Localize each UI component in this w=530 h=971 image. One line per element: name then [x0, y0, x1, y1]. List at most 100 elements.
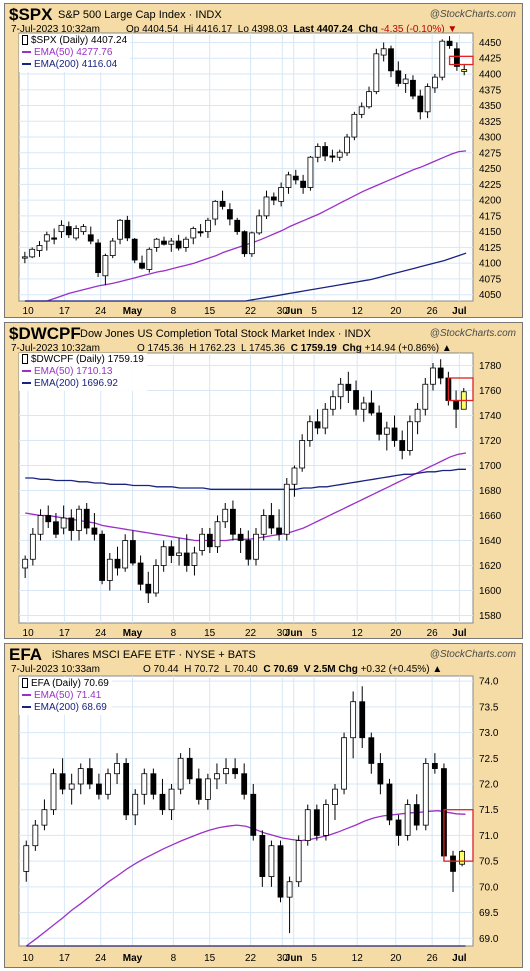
- candle: [183, 236, 189, 252]
- y-tick-label: 1720: [479, 436, 502, 447]
- candle: [230, 500, 236, 541]
- candle: [341, 732, 347, 795]
- candle: [304, 804, 311, 846]
- candle: [96, 773, 102, 800]
- x-tick-label: Jul: [452, 628, 467, 639]
- date-line: 7-Jul-2023 10:33am: [11, 664, 100, 675]
- plot-area: [18, 352, 474, 624]
- y-tick-label: 1620: [479, 561, 502, 572]
- candle: [132, 789, 139, 826]
- price-chart: 4450 4425 4400 4375 4350 4325 4300 4275 4250 4225…: [18, 32, 502, 317]
- candle: [222, 503, 229, 528]
- x-tick-label: 15: [204, 306, 216, 317]
- candle: [446, 36, 453, 49]
- y-tick-label: 1680: [479, 486, 502, 497]
- candle: [386, 778, 393, 826]
- y-tick-label: 1640: [479, 536, 502, 547]
- y-tick-label: 1780: [479, 361, 502, 372]
- candle: [175, 234, 182, 251]
- candle: [422, 758, 429, 831]
- x-tick-label: 10: [23, 953, 35, 964]
- x-tick-label: 22: [245, 306, 257, 317]
- candle: [45, 505, 52, 528]
- legend-ema50-label: EMA(50) 1710.13: [34, 366, 113, 377]
- y-tick-label: 4375: [479, 85, 502, 96]
- x-tick-label: 20: [390, 306, 402, 317]
- dwcpf-chart-panel: $DWCPF Dow Jones US Completion Total Sto…: [4, 322, 523, 639]
- candle: [29, 528, 36, 566]
- candle: [368, 732, 375, 774]
- candle: [168, 784, 175, 820]
- candle: [29, 247, 36, 259]
- highlight-box: [443, 809, 474, 862]
- candle: [102, 253, 109, 286]
- candle: [241, 763, 248, 800]
- candle: [306, 415, 313, 447]
- candle: [268, 503, 275, 535]
- quote-last: C 70.69: [263, 664, 299, 675]
- y-tick-label: 4150: [479, 227, 502, 238]
- candle: [76, 505, 82, 541]
- y-tick-label: 4100: [479, 259, 502, 270]
- candle: [377, 753, 384, 795]
- y-tick-label: 73.0: [479, 728, 499, 739]
- candle: [307, 155, 314, 191]
- candle: [322, 403, 329, 435]
- candle: [351, 111, 358, 141]
- candle: [83, 503, 90, 535]
- x-tick-label: 30: [277, 628, 289, 639]
- x-tick-label: 8: [171, 953, 177, 964]
- candle: [141, 768, 148, 805]
- y-tick-label: 73.5: [479, 702, 499, 713]
- candle: [21, 251, 28, 264]
- candle: [204, 773, 211, 810]
- candle: [177, 753, 184, 795]
- candle: [253, 528, 259, 566]
- candle: [105, 768, 111, 800]
- ema200-line: [25, 468, 466, 490]
- candle: [437, 359, 444, 385]
- candle: [146, 247, 153, 273]
- candle: [276, 509, 282, 541]
- x-tick-label: 12: [352, 953, 364, 964]
- legend-main: EFA (Daily) 70.69: [22, 678, 109, 690]
- x-tick-label: 5: [311, 306, 317, 317]
- candle: [197, 224, 204, 237]
- chart-legend: EFA (Daily) 70.69 EMA(50) 71.41 EMA(200)…: [19, 677, 112, 715]
- candle: [68, 509, 75, 541]
- candle: [299, 434, 306, 472]
- x-tick-label: 24: [95, 953, 107, 964]
- candle: [59, 758, 66, 795]
- x-tick-label: 30: [277, 306, 289, 317]
- x-tick-label: 15: [204, 953, 216, 964]
- x-tick-label: 30: [277, 953, 289, 964]
- quote-change: +0.32 (+0.45%): [360, 664, 430, 675]
- y-tick-label: 70.5: [479, 857, 499, 868]
- candle: [380, 42, 387, 62]
- chart-legend: $SPX (Daily) 4407.24 EMA(50) 4277.76 EMA…: [19, 34, 131, 72]
- candle: [270, 192, 277, 206]
- exchange-label: INDX: [195, 9, 222, 21]
- x-tick-label: Jun: [285, 953, 303, 964]
- candle: [109, 237, 116, 259]
- candle: [430, 363, 436, 391]
- candle: [22, 555, 29, 578]
- legend-ema50: EMA(50) 1710.13: [22, 366, 144, 378]
- ema200-line: [24, 252, 467, 302]
- candle: [153, 559, 159, 597]
- candle: [336, 149, 343, 162]
- candle: [250, 784, 257, 841]
- y-tick-label: 1700: [479, 461, 502, 472]
- x-tick-label: 15: [204, 628, 216, 639]
- quote-open: O 1745.36: [137, 343, 184, 354]
- x-tick-label: 12: [352, 306, 364, 317]
- quote-change: -4.35 (-0.10%): [380, 24, 445, 35]
- quote-open: Op 4404.54: [126, 24, 179, 35]
- candle: [366, 86, 372, 109]
- candle: [176, 538, 182, 566]
- highlight-box: [447, 377, 474, 402]
- candle: [402, 73, 409, 93]
- date-line: 7-Jul-2023 10:32am: [11, 343, 100, 354]
- candle: [450, 850, 456, 892]
- candle: [190, 226, 197, 245]
